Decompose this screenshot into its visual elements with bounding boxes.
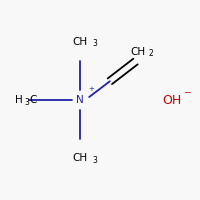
Text: 3: 3 [92, 39, 97, 48]
Text: H: H [15, 95, 23, 105]
Text: +: + [88, 86, 94, 92]
Text: CH: CH [73, 153, 88, 163]
Text: 2: 2 [149, 49, 153, 58]
Text: N: N [76, 95, 84, 105]
Text: −: − [183, 88, 191, 97]
Text: CH: CH [130, 47, 145, 57]
Text: 3: 3 [25, 98, 30, 107]
Text: C: C [29, 95, 36, 105]
Text: 3: 3 [92, 156, 97, 165]
Text: CH: CH [73, 37, 88, 47]
Text: OH: OH [162, 94, 182, 107]
